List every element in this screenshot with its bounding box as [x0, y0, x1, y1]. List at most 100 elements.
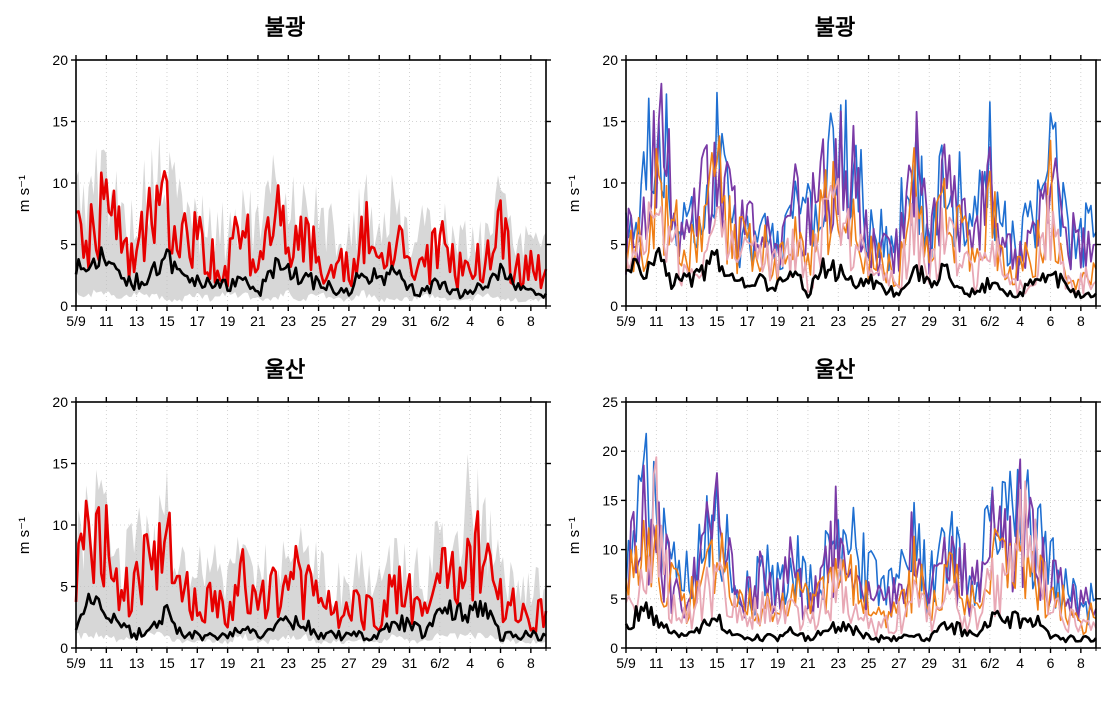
y-tick-label: 5 — [610, 237, 618, 253]
x-tick-label: 31 — [952, 655, 968, 671]
x-tick-label: 5/9 — [616, 313, 636, 329]
y-axis-label: m s⁻¹ — [16, 175, 34, 212]
y-tick-label: 5 — [610, 591, 618, 607]
x-tick-label: 8 — [1077, 655, 1085, 671]
x-tick-label: 8 — [1077, 313, 1085, 329]
x-tick-label: 23 — [830, 313, 846, 329]
y-tick-label: 20 — [602, 54, 618, 68]
x-tick-label: 4 — [466, 313, 474, 329]
x-tick-label: 11 — [99, 655, 114, 671]
x-tick-label: 25 — [311, 655, 327, 671]
panel-title: 불광 — [265, 10, 305, 42]
y-tick-label: 10 — [52, 517, 68, 533]
y-tick-label: 0 — [60, 640, 68, 656]
x-tick-label: 27 — [891, 313, 907, 329]
y-tick-label: 25 — [602, 396, 618, 410]
x-tick-label: 15 — [159, 313, 175, 329]
chart-area: m s⁻¹ 051015205/911131517192123252729316… — [16, 386, 554, 686]
chart-grid: 불광 m s⁻¹ 0 5 10 15 20 5/9 11 13 15 17 19 21 23 25 27 29… — [16, 10, 1104, 686]
y-tick-label: 20 — [602, 443, 618, 459]
y-tick-label: 20 — [52, 54, 68, 68]
x-tick-label: 8 — [527, 655, 535, 671]
x-tick-label: 15 — [709, 313, 725, 329]
x-tick-label: 27 — [891, 655, 907, 671]
chart-frame: 051015205/911131517192123252729316/2468 — [588, 54, 1104, 334]
x-tick-label: 21 — [250, 313, 266, 329]
x-tick-label: 29 — [371, 655, 387, 671]
x-tick-label: 6/2 — [430, 313, 450, 329]
x-tick-label: 13 — [129, 313, 145, 329]
panel-top-right: 불광 m s⁻¹ 051015205/911131517192123252729… — [566, 10, 1104, 344]
y-tick-label: 15 — [52, 114, 68, 130]
x-tick-label: 5/9 — [616, 655, 636, 671]
x-tick-label: 11 — [649, 313, 664, 329]
x-tick-label: 19 — [220, 655, 236, 671]
x-tick-label: 4 — [466, 655, 474, 671]
y-tick-label: 15 — [602, 492, 618, 508]
panel-top-left: 불광 m s⁻¹ 051015205/911131517192123252729… — [16, 10, 554, 344]
panel-bottom-right: 울산 m s⁻¹ 05101520255/9111315171921232527… — [566, 352, 1104, 686]
x-tick-label: 21 — [250, 655, 266, 671]
x-tick-label: 31 — [402, 655, 418, 671]
chart-area: m s⁻¹ 051015205/911131517192123252729316… — [566, 44, 1104, 344]
y-tick-label: 10 — [602, 175, 618, 191]
series-m_pink — [626, 457, 1096, 637]
x-tick-label: 6 — [497, 313, 505, 329]
series-m_purple — [626, 84, 1096, 281]
y-tick-label: 10 — [602, 542, 618, 558]
x-tick-label: 25 — [311, 313, 327, 329]
panel-title: 불광 — [815, 10, 855, 42]
x-tick-label: 25 — [861, 655, 877, 671]
chart-frame: 051015205/911131517192123252729316/2468 — [38, 54, 554, 334]
x-tick-label: 13 — [129, 655, 145, 671]
x-tick-label: 17 — [190, 313, 206, 329]
y-axis-label: m s⁻¹ — [566, 517, 584, 554]
series-obs — [626, 603, 1096, 642]
x-tick-label: 23 — [280, 655, 296, 671]
x-tick-label: 6 — [1047, 313, 1055, 329]
y-tick-label: 0 — [610, 640, 618, 656]
y-axis-label: m s⁻¹ — [566, 175, 584, 212]
chart-frame: 05101520255/911131517192123252729316/246… — [588, 396, 1104, 676]
y-axis-label: m s⁻¹ — [16, 517, 34, 554]
x-tick-label: 15 — [709, 655, 725, 671]
x-tick-label: 17 — [740, 313, 756, 329]
x-tick-label: 17 — [190, 655, 206, 671]
panel-title: 울산 — [815, 352, 855, 384]
x-tick-label: 31 — [402, 313, 418, 329]
x-tick-label: 29 — [921, 313, 937, 329]
y-tick-label: 5 — [60, 579, 68, 595]
x-tick-label: 8 — [527, 313, 535, 329]
panel-title: 울산 — [265, 352, 305, 384]
x-tick-label: 5/9 — [66, 313, 86, 329]
y-tick-label: 5 — [60, 237, 68, 253]
x-tick-label: 11 — [649, 655, 664, 671]
x-tick-label: 13 — [679, 655, 695, 671]
y-tick-label: 10 — [52, 175, 68, 191]
x-tick-label: 6/2 — [980, 655, 1000, 671]
x-tick-label: 25 — [861, 313, 877, 329]
x-tick-label: 6 — [1047, 655, 1055, 671]
x-tick-label: 4 — [1016, 313, 1024, 329]
y-tick-label: 0 — [60, 298, 68, 314]
x-tick-label: 21 — [800, 313, 816, 329]
chart-area: m s⁻¹ 05101520255/9111315171921232527293… — [566, 386, 1104, 686]
x-tick-label: 19 — [770, 655, 786, 671]
x-tick-label: 13 — [679, 313, 695, 329]
x-tick-label: 5/9 — [66, 655, 86, 671]
x-tick-label: 15 — [159, 655, 175, 671]
chart-frame: 051015205/911131517192123252729316/2468 — [38, 396, 554, 676]
y-tick-label: 0 — [610, 298, 618, 314]
x-tick-label: 11 — [99, 313, 114, 329]
x-tick-label: 23 — [830, 655, 846, 671]
x-tick-label: 21 — [800, 655, 816, 671]
panel-bottom-left: 울산 m s⁻¹ 051015205/911131517192123252729… — [16, 352, 554, 686]
x-tick-label: 4 — [1016, 655, 1024, 671]
x-tick-label: 6/2 — [980, 313, 1000, 329]
x-tick-label: 29 — [371, 313, 387, 329]
y-tick-label: 20 — [52, 396, 68, 410]
y-tick-label: 15 — [52, 456, 68, 472]
chart-area: m s⁻¹ 051015205/911131517192123252729316… — [16, 44, 554, 344]
x-tick-label: 19 — [220, 313, 236, 329]
x-tick-label: 31 — [952, 313, 968, 329]
